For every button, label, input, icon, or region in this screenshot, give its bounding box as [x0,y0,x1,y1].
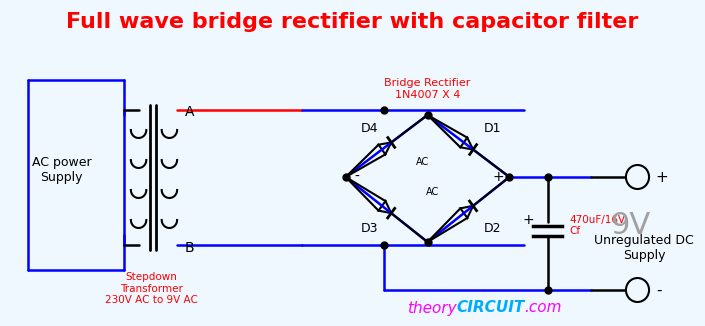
Text: -: - [355,170,360,184]
Text: CIRCUIT: CIRCUIT [456,301,525,316]
Text: D4: D4 [361,122,379,135]
Text: D1: D1 [484,122,501,135]
Text: Stepdown
Transformer
230V AC to 9V AC: Stepdown Transformer 230V AC to 9V AC [104,272,197,305]
Text: A: A [185,105,195,119]
Text: D3: D3 [361,221,379,234]
Text: 470uF/16V
Cf: 470uF/16V Cf [569,215,625,236]
Text: +: + [492,170,503,184]
Text: 1N4007 X 4: 1N4007 X 4 [395,90,460,100]
Text: -: - [656,283,661,298]
Text: theory: theory [407,301,456,316]
Text: D2: D2 [484,221,501,234]
Text: +: + [523,213,534,227]
Text: AC power
Supply: AC power Supply [32,156,92,184]
Text: Bridge Rectifier: Bridge Rectifier [384,78,471,88]
Text: B: B [185,241,195,255]
Text: AC: AC [416,157,429,167]
Text: +: + [656,170,668,185]
Text: .com: .com [524,301,561,316]
Text: Full wave bridge rectifier with capacitor filter: Full wave bridge rectifier with capacito… [66,12,639,32]
Text: 9V: 9V [610,211,650,240]
Text: AC: AC [426,187,439,197]
Text: Unregulated DC
Supply: Unregulated DC Supply [594,234,694,262]
